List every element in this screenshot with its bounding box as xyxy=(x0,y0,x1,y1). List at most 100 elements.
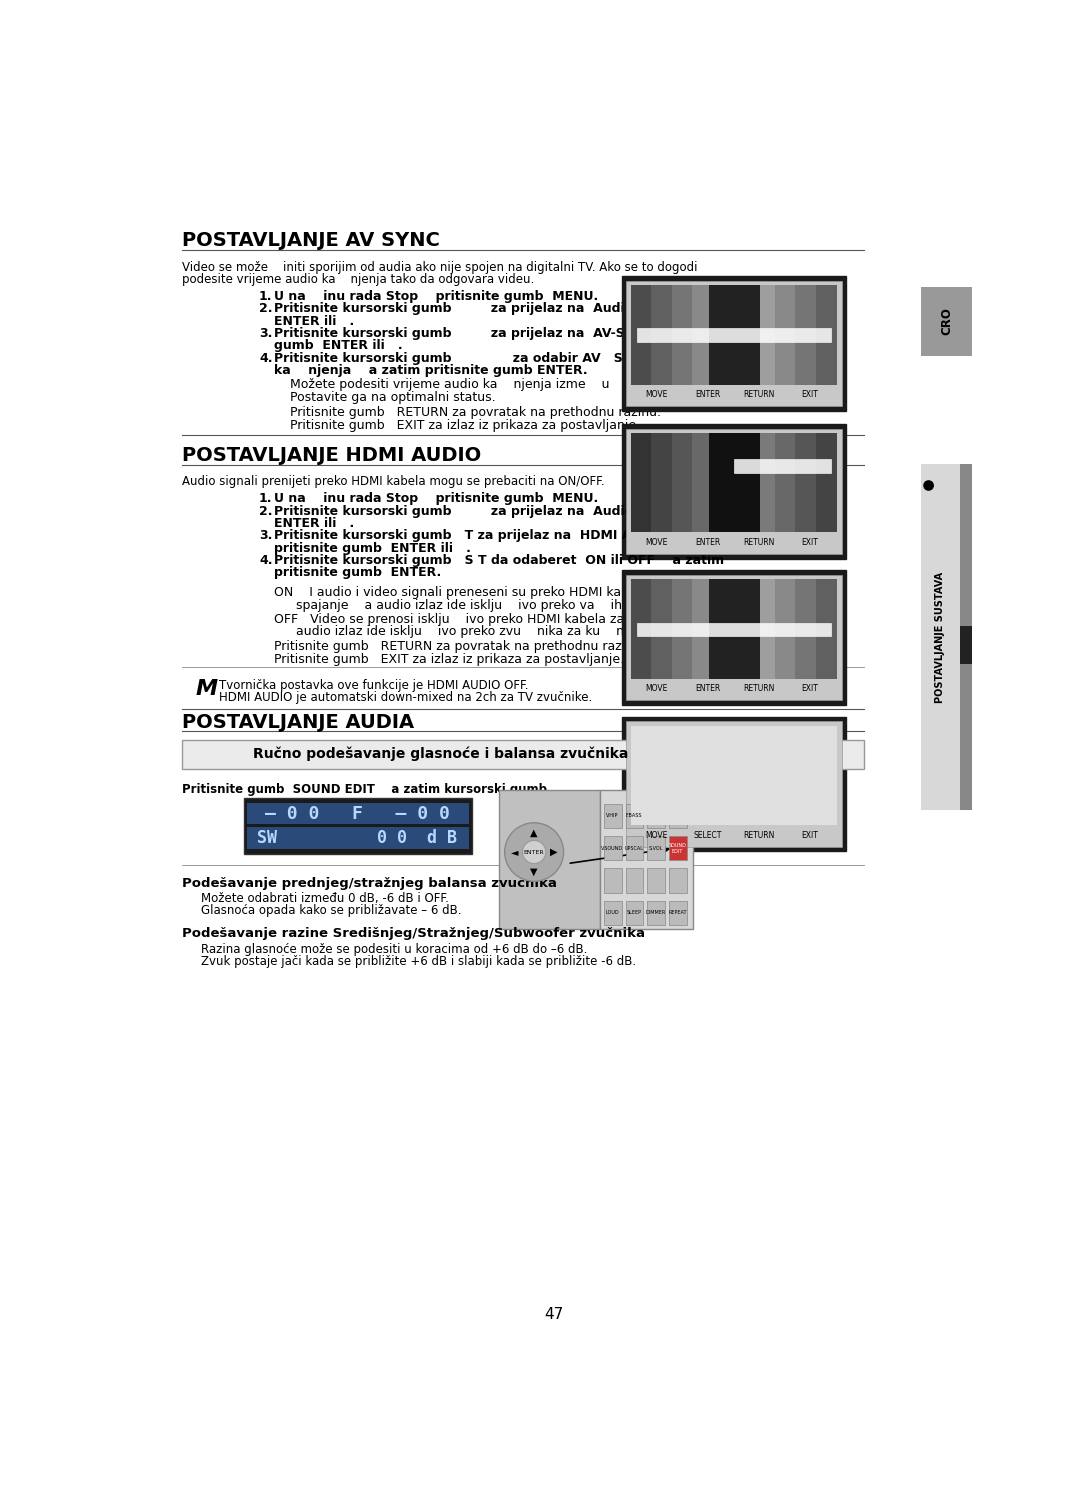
Text: CRO: CRO xyxy=(940,307,953,336)
Bar xyxy=(669,836,687,861)
Text: podesite vrijeme audio ka    njenja tako da odgovara videu.: podesite vrijeme audio ka njenja tako da… xyxy=(181,273,534,286)
Text: 3.: 3. xyxy=(259,327,272,340)
Bar xyxy=(631,285,837,385)
Text: EXIT: EXIT xyxy=(801,831,819,840)
Text: Pritisnite gumb   RETURN za povratak na prethodnu razinu.: Pritisnite gumb RETURN za povratak na pr… xyxy=(274,640,646,653)
Text: LOUD: LOUD xyxy=(606,910,619,916)
Text: Razina glasnoće može se podesiti u koracima od +6 dB do –6 dB.: Razina glasnoće može se podesiti u korac… xyxy=(201,943,588,956)
Text: MOVE: MOVE xyxy=(646,831,667,840)
Text: ENTER ili   .: ENTER ili . xyxy=(274,518,354,530)
Text: 1.: 1. xyxy=(259,492,272,506)
Text: SLEEP: SLEEP xyxy=(626,910,642,916)
Text: Postavite ga na optimalni status.: Postavite ga na optimalni status. xyxy=(291,391,496,404)
Circle shape xyxy=(924,480,933,489)
Text: MOVE: MOVE xyxy=(646,685,667,694)
Bar xyxy=(246,803,469,824)
Bar xyxy=(692,285,713,385)
Bar xyxy=(626,721,841,846)
Text: Pritisnite kursorski gumb   T za prijelaz na  HDMI AUDIO    a zatim: Pritisnite kursorski gumb T za prijelaz … xyxy=(274,530,735,543)
Text: ◄: ◄ xyxy=(511,847,518,856)
Bar xyxy=(816,285,837,385)
Bar xyxy=(604,836,622,861)
Text: – 0 0   F   – 0 0: – 0 0 F – 0 0 xyxy=(265,804,450,822)
Bar xyxy=(734,285,755,385)
Text: Pritisnite gumb  SOUND EDIT    a zatim kursorski gumb        .: Pritisnite gumb SOUND EDIT a zatim kurso… xyxy=(181,783,584,795)
Text: Pritisnite gumb   EXIT za izlaz iz prikaza za postavljanje.: Pritisnite gumb EXIT za izlaz iz prikaza… xyxy=(274,652,624,665)
Bar xyxy=(775,285,796,385)
Bar xyxy=(651,433,672,533)
Bar xyxy=(775,579,796,679)
Bar xyxy=(692,433,713,533)
Bar xyxy=(795,285,816,385)
Bar xyxy=(669,901,687,925)
Text: EXIT: EXIT xyxy=(801,685,819,694)
Text: SOUND
EDIT: SOUND EDIT xyxy=(669,843,687,853)
Text: SELECT: SELECT xyxy=(693,831,721,840)
Bar xyxy=(713,285,734,385)
Text: 3.: 3. xyxy=(259,530,272,543)
Text: Možete odabrati između 0 dB, -6 dB i OFF.: Možete odabrati između 0 dB, -6 dB i OFF… xyxy=(201,892,449,906)
Text: audio izlaz ide isklju    ivo preko zvu    nika za ku    no kino.: audio izlaz ide isklju ivo preko zvu nik… xyxy=(296,625,666,639)
Text: OFF   Video se prenosi isklju    ivo preko HDMI kabela za spajanje    a: OFF Video se prenosi isklju ivo preko HD… xyxy=(274,613,705,625)
Text: pritisnite gumb  ENTER.: pritisnite gumb ENTER. xyxy=(274,567,442,579)
Text: ENTER: ENTER xyxy=(696,685,720,694)
Text: POSTAVLJANJE AUDIA: POSTAVLJANJE AUDIA xyxy=(181,713,414,731)
Text: 47: 47 xyxy=(544,1307,563,1322)
Text: 4.: 4. xyxy=(259,352,272,364)
Text: ENTER: ENTER xyxy=(696,389,720,400)
Text: gumb  ENTER ili   .: gumb ENTER ili . xyxy=(274,339,403,352)
Bar xyxy=(243,798,472,853)
Bar xyxy=(816,579,837,679)
Bar xyxy=(816,433,837,533)
Bar xyxy=(775,433,796,533)
Bar xyxy=(754,285,775,385)
Text: V.HIP: V.HIP xyxy=(606,813,619,818)
Bar xyxy=(795,579,816,679)
Bar xyxy=(921,286,972,357)
Bar xyxy=(626,428,841,554)
Bar xyxy=(921,464,972,810)
Text: Audio signali prenijeti preko HDMI kabela mogu se prebaciti na ON/OFF.: Audio signali prenijeti preko HDMI kabel… xyxy=(181,476,604,488)
Text: ka    njenja    a zatim pritisnite gumb ENTER.: ka njenja a zatim pritisnite gumb ENTER. xyxy=(274,364,589,377)
Bar xyxy=(713,433,734,533)
Text: Pritisnite kursorski gumb         za prijelaz na  Audio    a zatim pritisnite gu: Pritisnite kursorski gumb za prijelaz na… xyxy=(274,504,815,518)
Bar xyxy=(625,804,644,828)
Text: ENTER: ENTER xyxy=(696,539,720,548)
Bar xyxy=(692,579,713,679)
Bar xyxy=(713,579,734,679)
Text: M: M xyxy=(195,679,217,698)
Text: Video se može    initi sporijim od audia ako nije spojen na digitalni TV. Ako se: Video se može initi sporijim od audia ak… xyxy=(181,261,697,273)
Bar xyxy=(651,579,672,679)
Text: MOVE: MOVE xyxy=(646,389,667,400)
Text: Pritisnite kursorski gumb              za odabir AV   SYNC vremena: Pritisnite kursorski gumb za odabir AV S… xyxy=(274,352,718,364)
Text: ENTER ili   .: ENTER ili . xyxy=(274,315,354,328)
Text: 2.: 2. xyxy=(259,303,272,315)
Bar xyxy=(669,804,687,828)
Bar xyxy=(626,574,841,700)
Bar xyxy=(625,868,644,892)
Text: Podešavanje razine Središnjeg/Stražnjeg/Subwoofer zvučnika: Podešavanje razine Središnjeg/Stražnjeg/… xyxy=(181,928,645,940)
Bar xyxy=(637,328,831,342)
Text: Glasnoća opada kako se približavate – 6 dB.: Glasnoća opada kako se približavate – 6 … xyxy=(201,904,461,918)
Bar xyxy=(672,433,693,533)
Text: S.VOL: S.VOL xyxy=(649,846,663,850)
Bar xyxy=(631,579,837,679)
Bar xyxy=(672,579,693,679)
Text: Tvornička postavka ove funkcije je HDMI AUDIO OFF.: Tvornička postavka ove funkcije je HDMI … xyxy=(218,679,528,692)
Bar xyxy=(960,625,972,664)
Text: Pritisnite gumb   EXIT za izlaz iz prikaza za postavljanje.: Pritisnite gumb EXIT za izlaz iz prikaza… xyxy=(291,419,640,431)
Text: REPEAT: REPEAT xyxy=(669,910,687,916)
Text: RETURN: RETURN xyxy=(743,389,774,400)
Bar xyxy=(647,804,665,828)
Circle shape xyxy=(523,840,545,864)
Bar xyxy=(246,828,469,849)
Bar xyxy=(651,285,672,385)
Text: EXIT: EXIT xyxy=(801,389,819,400)
Bar xyxy=(754,579,775,679)
Bar xyxy=(499,791,600,930)
Bar xyxy=(631,433,837,533)
Text: U na    inu rada Stop    pritisnite gumb  MENU.: U na inu rada Stop pritisnite gumb MENU. xyxy=(274,492,598,506)
Bar xyxy=(604,804,622,828)
Bar xyxy=(622,570,847,704)
Bar xyxy=(604,901,622,925)
